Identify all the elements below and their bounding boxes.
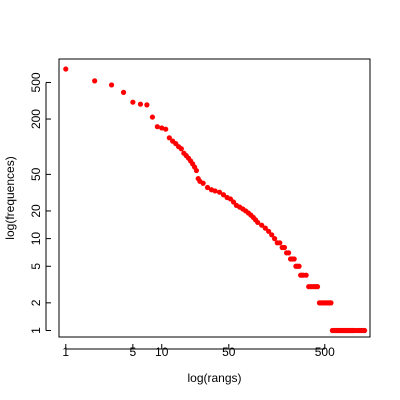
x-axis: 1 5 10 50 500 [62,344,335,359]
data-point [130,99,136,105]
data-point [216,189,223,195]
y-axis: 1 2 5 10 20 50 200 500 [29,72,51,334]
data-point [220,192,227,198]
y-tick-label: 2 [29,299,43,306]
data-point [204,184,211,191]
data-point [328,300,334,306]
data-point [92,78,98,84]
data-points [63,66,368,334]
data-point [266,228,272,234]
data-point [314,284,321,290]
data-point [286,250,292,256]
y-axis-title: log(frequences) [3,156,17,239]
data-point [178,146,184,152]
y-tick-label: 500 [29,72,43,92]
data-point [108,82,115,88]
x-tick-label: 50 [222,345,236,359]
data-point [259,222,265,228]
data-point [281,244,288,251]
y-tick-label: 20 [29,204,43,218]
x-tick-label: 5 [130,345,137,359]
data-point [212,188,218,194]
data-point [200,180,206,186]
data-point [255,219,261,226]
data-point [137,101,144,107]
data-point [269,232,275,238]
data-point [277,240,283,246]
data-point [362,327,368,334]
data-point [291,256,297,262]
data-point [163,126,169,132]
data-point [166,135,172,141]
y-tick-label: 50 [29,167,43,181]
x-tick-label: 500 [315,345,335,359]
y-tick-label: 1 [29,327,43,334]
x-tick-label: 10 [155,345,169,359]
data-point [154,124,160,130]
plot-frame [58,58,371,338]
data-point [272,236,278,242]
data-point [303,272,309,278]
y-tick-label: 200 [29,109,43,129]
data-point [144,102,150,108]
data-point [296,263,302,269]
y-tick-label: 5 [29,263,43,270]
data-point [193,167,200,174]
x-tick-label: 1 [62,345,69,359]
data-point [149,114,156,120]
x-axis-title: log(rangs) [187,371,241,385]
data-point [159,125,165,131]
y-tick-label: 10 [29,232,43,246]
data-point [120,89,127,95]
data-point [63,66,69,72]
data-point [262,225,268,231]
